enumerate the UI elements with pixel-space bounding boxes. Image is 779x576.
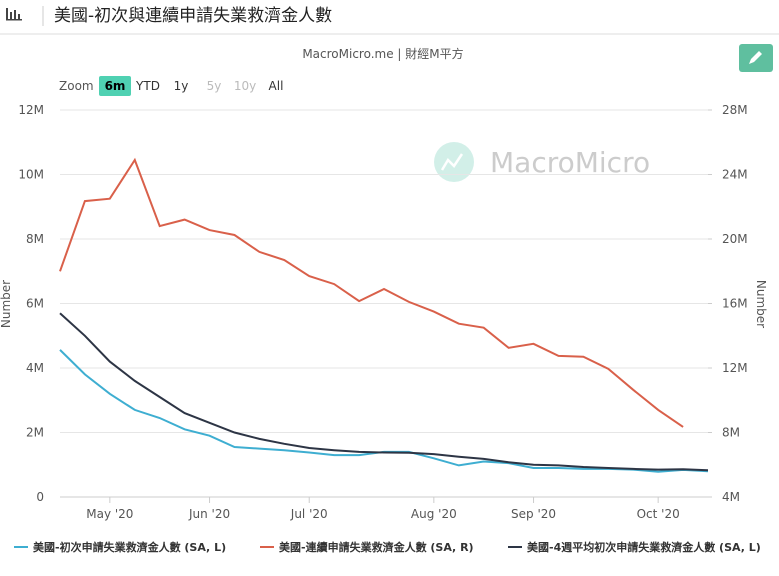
x-tick-label: Jun '20 [188,507,230,521]
y2-axis-title: Number [754,280,768,328]
header-bar [0,0,779,34]
legend-label[interactable]: 美國-4週平均初次申請失業救濟金人數 (SA, L) [527,540,761,554]
x-tick-label: Sep '20 [511,507,556,521]
zoom-option[interactable]: All [269,79,284,93]
x-tick-label: Aug '20 [411,507,457,521]
y-tick-label: 10M [18,168,44,182]
zoom-option[interactable]: YTD [135,79,160,93]
y-axis-title: Number [0,280,13,328]
series-line [59,157,684,428]
y2-tick-label: 4M [722,490,740,504]
edit-icon [749,51,762,64]
zoom-option[interactable]: 1y [174,79,189,93]
page-title: 美國-初次與連續申請失業救濟金人數 [54,6,332,26]
y-tick-label: 8M [26,232,44,246]
y2-tick-label: 20M [722,232,748,246]
chart-title: MacroMicro.me | 財經M平方 [302,46,463,61]
legend-label[interactable]: 美國-初次申請失業救濟金人數 (SA, L) [33,540,226,554]
watermark: MacroMicro [490,146,650,179]
y2-tick-label: 16M [722,297,748,311]
series-line [59,312,709,472]
watermark-logo [434,142,474,182]
y2-tick-label: 12M [722,361,748,375]
y-tick-label: 4M [26,361,44,375]
y2-tick-label: 24M [722,168,748,182]
x-tick-label: Jul '20 [290,507,328,521]
y2-tick-label: 8M [722,426,740,440]
chart-icon [6,8,22,21]
zoom-option[interactable]: 5y [207,79,222,93]
zoom-option[interactable]: 6m [105,79,126,93]
y-tick-label: 0 [36,490,44,504]
x-tick-label: May '20 [86,507,133,521]
y-tick-label: 12M [18,103,44,117]
y2-tick-label: 28M [722,103,748,117]
zoom-button-bg[interactable] [99,76,131,96]
legend-label[interactable]: 美國-連續申請失業救濟金人數 (SA, R) [279,540,474,554]
zoom-label: Zoom [59,79,94,93]
x-tick-label: Oct '20 [637,507,680,521]
y-tick-label: 2M [26,426,44,440]
zoom-option[interactable]: 10y [234,79,256,93]
y-tick-label: 6M [26,297,44,311]
